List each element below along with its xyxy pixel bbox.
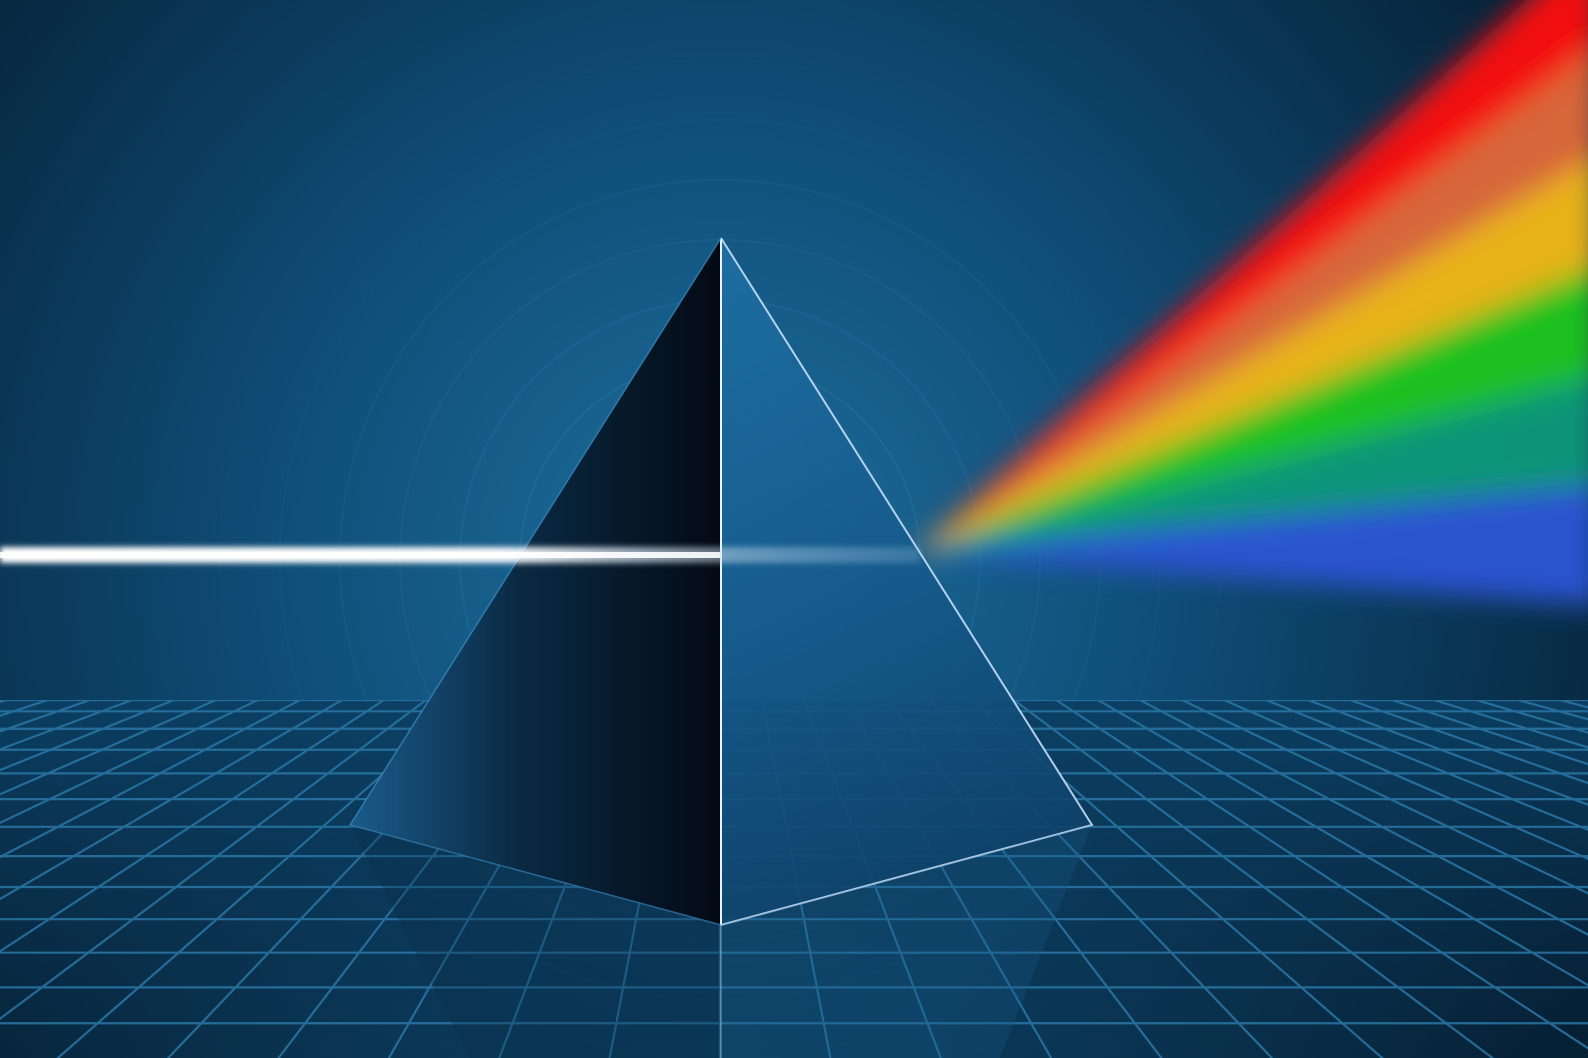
grid-line-vertical xyxy=(1097,700,1588,987)
spectrum-band xyxy=(915,160,1588,553)
prism xyxy=(348,237,1094,926)
grid-line-vertical xyxy=(1181,700,1588,895)
grid-line-vertical xyxy=(0,700,427,1021)
spectrum-band xyxy=(915,0,1588,553)
prism-edge xyxy=(720,237,1094,926)
prism-dark-face xyxy=(350,238,721,925)
grid-line-vertical xyxy=(0,700,259,825)
grid-line-vertical xyxy=(0,700,175,772)
light-beam xyxy=(0,547,920,563)
prism-left-edge xyxy=(348,237,722,926)
grid-line-vertical xyxy=(1265,700,1588,831)
spectrum-band xyxy=(915,269,1588,553)
prism-reflection xyxy=(350,825,1092,1058)
grid-line-vertical xyxy=(1349,700,1588,785)
grid-line-vertical xyxy=(1013,700,1495,1058)
prism-light-face xyxy=(721,238,1092,925)
spectrum-fan xyxy=(915,0,1588,606)
grid-line-vertical xyxy=(0,700,385,953)
spectrum-band xyxy=(915,52,1588,553)
spectrum-band xyxy=(915,485,1588,606)
grid-line-vertical xyxy=(0,700,301,859)
grid-line-vertical xyxy=(1223,700,1588,861)
grid-line-vertical xyxy=(1307,700,1588,806)
grid-line-vertical xyxy=(0,700,217,796)
grid-line-vertical xyxy=(1055,700,1588,1050)
grid-line-vertical xyxy=(0,700,343,901)
grid-line-vertical xyxy=(1139,700,1588,936)
